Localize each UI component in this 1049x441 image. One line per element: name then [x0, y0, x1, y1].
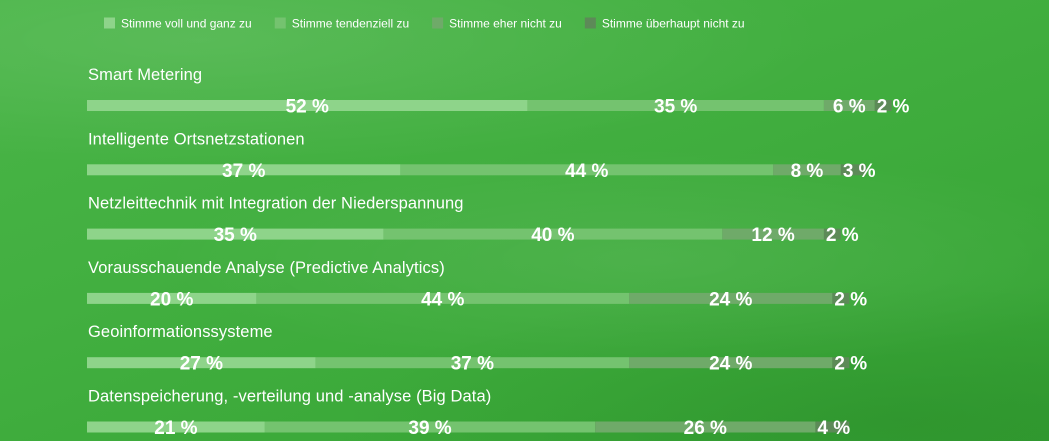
value-label: 2 %	[826, 225, 859, 246]
value-label: 26 %	[684, 418, 727, 439]
category-label: Intelligente Ortsnetzstationen	[88, 130, 305, 148]
value-label: 52 %	[286, 97, 329, 118]
value-label: 37 %	[222, 161, 265, 182]
legend-label: Stimme überhaupt nicht zu	[602, 17, 745, 31]
legend-swatch	[584, 17, 596, 29]
bar-segment	[629, 357, 833, 369]
bar-segment	[815, 421, 850, 433]
category-label: Geoinformationssysteme	[88, 323, 273, 341]
bar-segment	[87, 421, 265, 433]
value-label: 2 %	[877, 97, 910, 118]
bar-segment	[823, 100, 875, 111]
legend-swatch	[432, 17, 444, 29]
value-label: 44 %	[421, 289, 464, 310]
value-label: 12 %	[751, 225, 794, 246]
legend-label: Stimme tendenziell zu	[292, 17, 409, 31]
category-label: Netzleittechnik mit Integration der Nied…	[88, 195, 464, 213]
value-label: 24 %	[709, 354, 752, 375]
legend-label: Stimme eher nicht zu	[449, 17, 562, 31]
category-label: Datenspeicherung, -verteilung und -analy…	[88, 388, 491, 406]
value-label: 21 %	[154, 418, 197, 439]
value-label: 6 %	[833, 97, 866, 118]
value-label: 24 %	[709, 289, 752, 310]
category-label: Vorausschauende Analyse (Predictive Anal…	[88, 259, 445, 277]
legend-label: Stimme voll und ganz zu	[121, 17, 252, 31]
bar-segment	[874, 100, 892, 111]
bar-segment	[823, 228, 841, 240]
bar-segment	[264, 421, 596, 433]
value-label: 4 %	[817, 418, 850, 439]
bar-segment	[87, 357, 316, 369]
value-label: 37 %	[451, 354, 494, 375]
bar-segment	[832, 357, 850, 369]
value-label: 40 %	[531, 225, 574, 246]
value-label: 27 %	[180, 354, 223, 375]
bar-segment	[87, 164, 401, 176]
value-label: 44 %	[565, 161, 608, 182]
value-label: 2 %	[834, 289, 867, 310]
bar-segment	[256, 292, 630, 304]
bar-segment	[773, 164, 841, 176]
legend-swatch	[104, 17, 115, 29]
bar-segment	[840, 164, 867, 176]
bar-segment	[87, 100, 528, 111]
bar-segment	[87, 292, 257, 304]
legend-swatch	[274, 17, 286, 29]
bar-segment	[595, 421, 816, 433]
value-label: 3 %	[843, 161, 876, 182]
bar-segment	[383, 228, 723, 240]
category-label: Smart Metering	[88, 66, 202, 84]
value-label: 35 %	[214, 225, 257, 246]
bar-segment	[400, 164, 774, 176]
value-label: 8 %	[791, 161, 824, 182]
value-label: 35 %	[654, 97, 697, 118]
value-label: 20 %	[150, 289, 193, 310]
value-label: 2 %	[834, 354, 867, 375]
value-label: 39 %	[408, 418, 451, 439]
bar-segment	[527, 100, 824, 111]
bar-segment	[722, 228, 824, 240]
bar-segment	[315, 357, 630, 369]
bar-segment	[87, 228, 384, 240]
bar-segment	[832, 292, 850, 304]
bar-segment	[629, 292, 833, 304]
